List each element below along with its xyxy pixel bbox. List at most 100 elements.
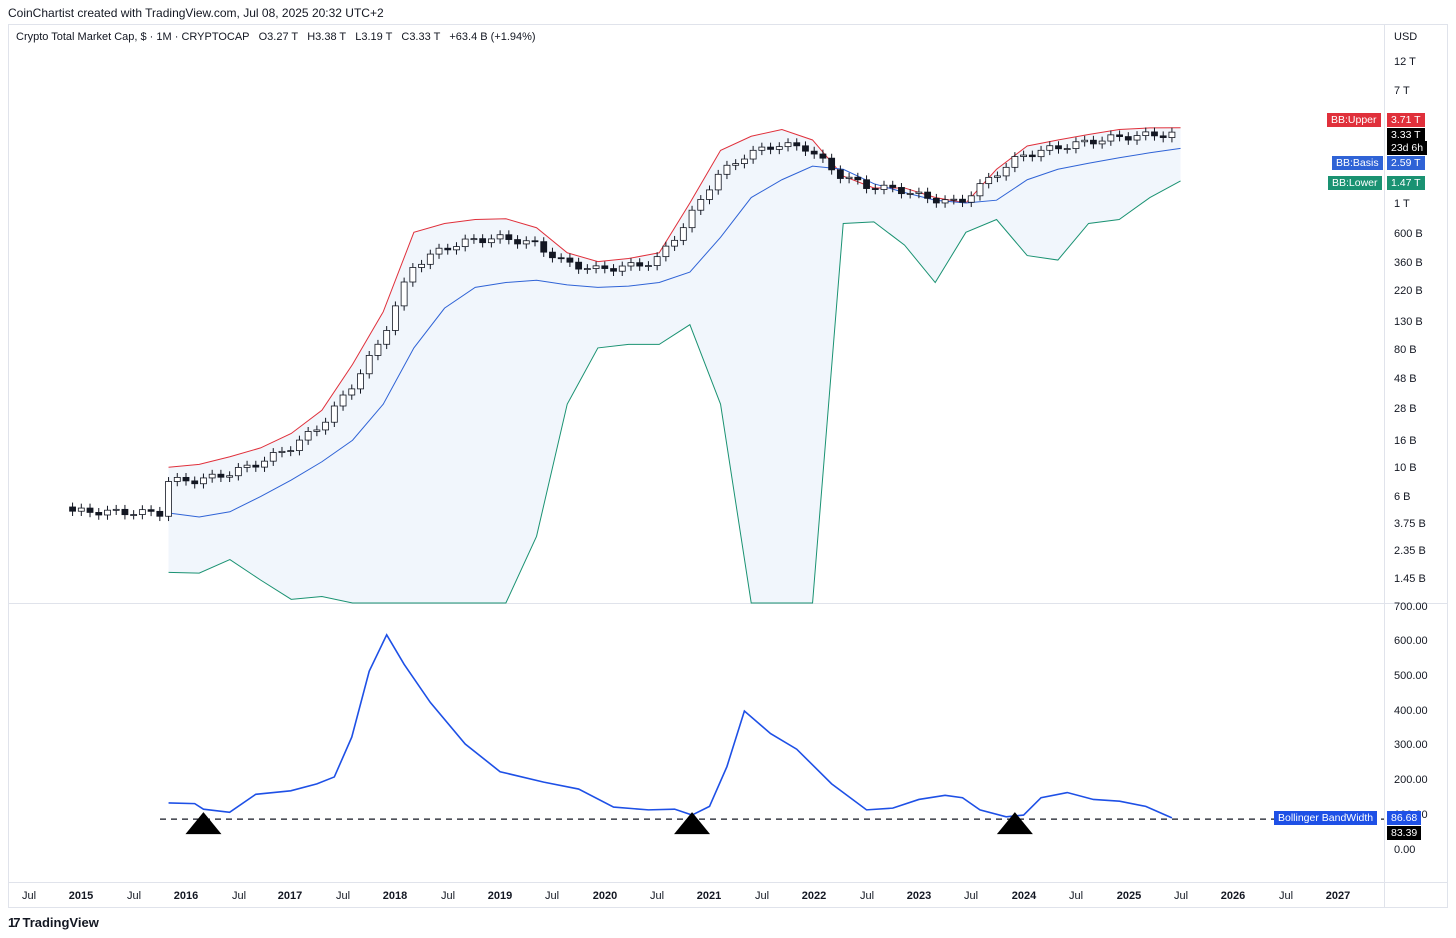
candle-body <box>610 268 617 272</box>
candle-body <box>1037 149 1045 158</box>
legend-high: H3.38 T <box>307 31 347 43</box>
price-axis-tick: 16 B <box>1394 435 1417 447</box>
candle-body <box>950 198 958 201</box>
currency-label[interactable]: USD <box>1394 31 1418 43</box>
bandwidth-axis-tick: 700.00 <box>1394 601 1428 613</box>
triangle-up-marker <box>185 812 222 835</box>
candle-body <box>130 514 138 516</box>
candle-body <box>522 240 530 245</box>
candle-body <box>915 191 923 194</box>
candle-body <box>287 450 295 453</box>
price-axis-tick: 7 T <box>1394 85 1410 97</box>
triangle-up-marker <box>996 812 1033 835</box>
candle-body <box>531 240 539 243</box>
time-axis-tick: Jul <box>232 890 246 902</box>
candle-body <box>304 431 312 441</box>
candle-body <box>924 191 932 199</box>
bandwidth-line <box>168 633 1173 819</box>
candle-body <box>767 146 774 150</box>
candle-body <box>322 421 330 431</box>
price-axis-tick: 10 B <box>1394 462 1417 474</box>
threshold-value-tag: 83.39 <box>1387 826 1422 840</box>
bb-lower-value-tag: 1.47 T <box>1387 176 1425 190</box>
candle-body <box>706 189 713 200</box>
candle-body <box>1151 131 1158 137</box>
candle-body <box>435 247 443 255</box>
price-axis-tick: 48 B <box>1394 373 1417 385</box>
candle-body <box>95 512 103 516</box>
bandwidth-axis-tick: 200.00 <box>1394 774 1428 786</box>
candle-body <box>836 169 844 179</box>
time-axis-tick: 2026 <box>1221 890 1245 902</box>
candle-body <box>557 257 565 260</box>
candle-body <box>549 251 556 259</box>
price-axis-tick: 2.35 B <box>1394 545 1426 557</box>
candle-body <box>793 142 801 147</box>
candle-body <box>1028 154 1036 158</box>
price-axis-tick: 28 B <box>1394 403 1417 415</box>
candle-body <box>1055 145 1062 150</box>
price-axis-tick: 80 B <box>1394 344 1417 356</box>
price-axis-tick: 360 B <box>1394 257 1423 269</box>
candle-body <box>854 176 862 181</box>
candle-body <box>261 460 268 468</box>
candle-body <box>819 153 827 159</box>
candle-body <box>296 439 303 452</box>
candle-body <box>679 227 687 241</box>
time-axis-tick: Jul <box>441 890 455 902</box>
candle-body <box>1107 134 1115 142</box>
candle-body <box>627 262 635 267</box>
candle-body <box>653 256 661 266</box>
bb-lower-line <box>168 180 1181 604</box>
price-axis-tick: 3.75 B <box>1394 518 1426 530</box>
candle-body <box>444 247 452 251</box>
candle-body <box>1133 135 1141 141</box>
bb-upper-name-tag: BB:Upper <box>1327 113 1381 127</box>
time-axis-tick: 2022 <box>802 890 826 902</box>
price-axis-tick: 6 B <box>1394 491 1411 503</box>
candle-body <box>418 263 425 268</box>
candle-body <box>880 184 888 190</box>
candle-body <box>200 477 207 485</box>
candle-body <box>400 281 408 307</box>
candle-body <box>618 265 626 272</box>
candle-body <box>575 261 583 270</box>
time-axis-tick: 2024 <box>1012 890 1037 902</box>
candle-body <box>1142 131 1150 136</box>
candle-body <box>871 188 879 190</box>
time-axis-tick: 2019 <box>488 890 512 902</box>
candle-body <box>374 343 382 356</box>
candle-body <box>758 146 766 151</box>
candle-body <box>967 195 975 203</box>
candle-body <box>592 265 600 269</box>
candle-body <box>330 405 338 423</box>
legend-symbol: Crypto Total Market Cap, $ · 1M · CRYPTO… <box>16 31 250 43</box>
tradingview-logo-icon: 17 <box>8 915 21 930</box>
time-axis-tick: 2023 <box>907 890 931 902</box>
candle-body <box>77 507 85 512</box>
candle-body <box>540 241 548 253</box>
tradingview-logo[interactable]: 17 TradingView <box>8 915 99 930</box>
candle-body <box>845 176 853 179</box>
triangle-up-marker <box>674 812 711 835</box>
candle-body <box>714 173 722 191</box>
bb-basis-line <box>168 147 1181 518</box>
time-axis-tick: Jul <box>755 890 769 902</box>
candle-body <box>1116 134 1123 137</box>
time-axis-tick: 2025 <box>1117 890 1141 902</box>
candle-body <box>479 238 487 244</box>
candle-body <box>1002 166 1010 177</box>
candle-body <box>339 394 347 407</box>
candle-body <box>269 452 277 462</box>
candle-body <box>278 450 286 453</box>
candle-body <box>749 149 757 160</box>
candle-body <box>409 267 417 283</box>
candle-body <box>1020 154 1027 157</box>
bandwidth-value-tag: 86.68 <box>1387 811 1422 825</box>
candle-body <box>453 246 460 251</box>
price-axis-tick: 130 B <box>1394 316 1423 328</box>
time-axis-tick: Jul <box>1174 890 1188 902</box>
time-axis-tick: 2027 <box>1326 890 1350 902</box>
candle-body <box>391 305 399 331</box>
